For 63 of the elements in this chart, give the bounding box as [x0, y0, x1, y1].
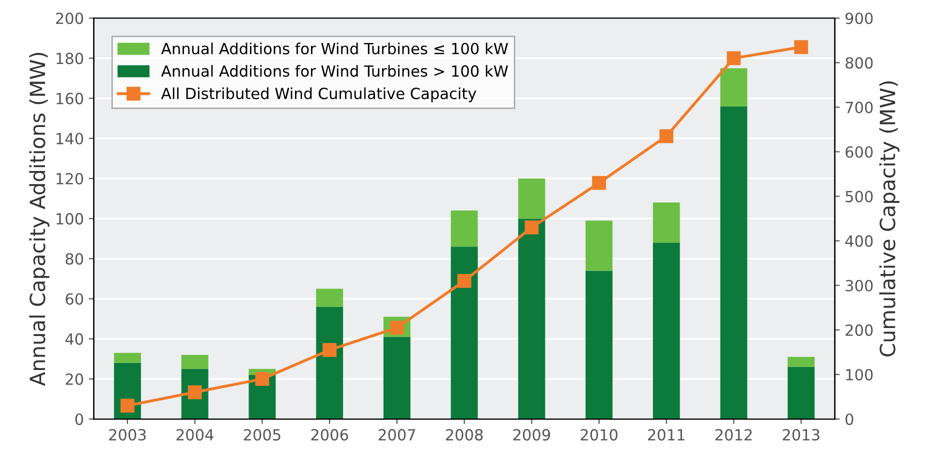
bar — [586, 220, 613, 271]
bar — [316, 306, 344, 420]
point — [524, 220, 539, 234]
y-tick-label: 120 — [56, 172, 84, 185]
y2-tick-label: 300 — [846, 280, 873, 292]
y-tick-label: 180 — [56, 52, 84, 64]
y-tick-label: 100 — [56, 213, 84, 225]
point — [592, 176, 606, 190]
point — [659, 129, 674, 144]
y-tick-label: 20 — [66, 373, 84, 385]
legend-label: All Distributed Wind Cumulative Capacity — [161, 87, 476, 102]
bar — [181, 354, 208, 369]
y-tick-label: 80 — [66, 253, 84, 265]
legend-label: Annual Additions for Wind Turbines > 100 kW — [161, 64, 508, 77]
y2-axis-title: Cumulative Capacity (MW) — [879, 81, 900, 356]
y2-tick-label: 700 — [846, 102, 873, 114]
x-tick-label: 2004 — [176, 429, 214, 441]
y2-tick-label: 500 — [846, 190, 873, 202]
x-tick-label: 2003 — [109, 429, 146, 441]
x-tick-label: 2013 — [782, 429, 820, 441]
x-tick-label: 2006 — [311, 429, 348, 441]
point — [457, 274, 472, 288]
bar — [720, 106, 748, 420]
x-tick-label: 2005 — [244, 429, 280, 441]
point — [794, 40, 808, 54]
y-tick-label: 0 — [75, 413, 84, 426]
bar — [788, 366, 815, 420]
y-tick-label: 40 — [65, 333, 84, 345]
y2-tick-label: 800 — [846, 57, 873, 69]
y2-tick-label: 600 — [846, 146, 873, 158]
bar — [450, 246, 478, 420]
point — [322, 343, 337, 357]
bar — [720, 68, 748, 106]
y-tick-label: 200 — [56, 12, 84, 24]
bar — [316, 288, 344, 307]
point — [120, 398, 134, 413]
point — [255, 372, 270, 386]
x-tick-label: 2011 — [648, 429, 684, 441]
bar — [586, 270, 613, 420]
y2-tick-label: 100 — [846, 368, 873, 380]
x-tick-label: 2007 — [378, 429, 416, 441]
bar — [652, 242, 680, 420]
x-tick-label: 2008 — [446, 429, 483, 441]
x-tick-label: 2009 — [513, 429, 550, 441]
bar — [450, 210, 478, 247]
x-tick-label: 2010 — [580, 429, 618, 441]
y2-tick-label: 200 — [846, 324, 873, 336]
y2-tick-label: 900 — [846, 12, 873, 24]
y2-tick-label: 400 — [845, 235, 873, 247]
legend-label: Annual Additions for Wind Turbines ≤ 100 kW — [161, 42, 508, 54]
y-tick-label: 140 — [56, 132, 84, 144]
bar — [518, 218, 546, 420]
y-axis-title: Annual Capacity Additions (MW) — [29, 52, 50, 386]
point — [726, 51, 741, 66]
x-tick-label: 2012 — [715, 429, 752, 441]
bar — [383, 336, 410, 420]
y-tick-label: 60 — [66, 293, 84, 305]
y2-tick-label: 0 — [846, 413, 854, 426]
bar — [652, 202, 680, 243]
y-tick-label: 160 — [56, 92, 84, 104]
bar — [114, 352, 141, 363]
bar — [518, 178, 546, 219]
bar — [788, 356, 815, 367]
